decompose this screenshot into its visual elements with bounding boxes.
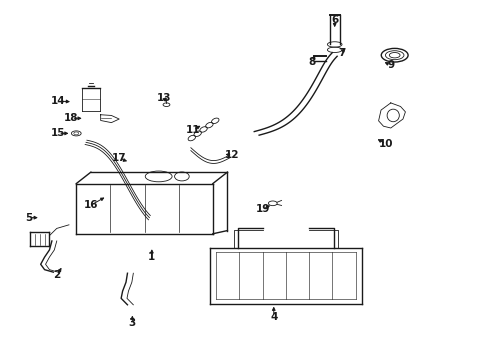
Text: 1: 1 [148, 252, 155, 262]
Text: 9: 9 [386, 60, 393, 70]
Text: 8: 8 [307, 57, 315, 67]
Text: 10: 10 [378, 139, 392, 149]
Text: 3: 3 [128, 319, 136, 328]
Text: 16: 16 [83, 200, 98, 210]
Text: 7: 7 [338, 48, 345, 58]
Text: 13: 13 [157, 93, 171, 103]
Text: 11: 11 [185, 125, 200, 135]
Text: 12: 12 [224, 150, 239, 160]
Text: 2: 2 [53, 270, 61, 280]
Text: 17: 17 [111, 153, 126, 163]
Text: 6: 6 [330, 15, 338, 26]
Text: 4: 4 [269, 312, 277, 322]
Text: 5: 5 [25, 213, 33, 222]
Text: 19: 19 [255, 204, 270, 214]
Text: 15: 15 [51, 129, 65, 138]
Text: 18: 18 [64, 113, 79, 123]
Text: 14: 14 [51, 96, 65, 106]
